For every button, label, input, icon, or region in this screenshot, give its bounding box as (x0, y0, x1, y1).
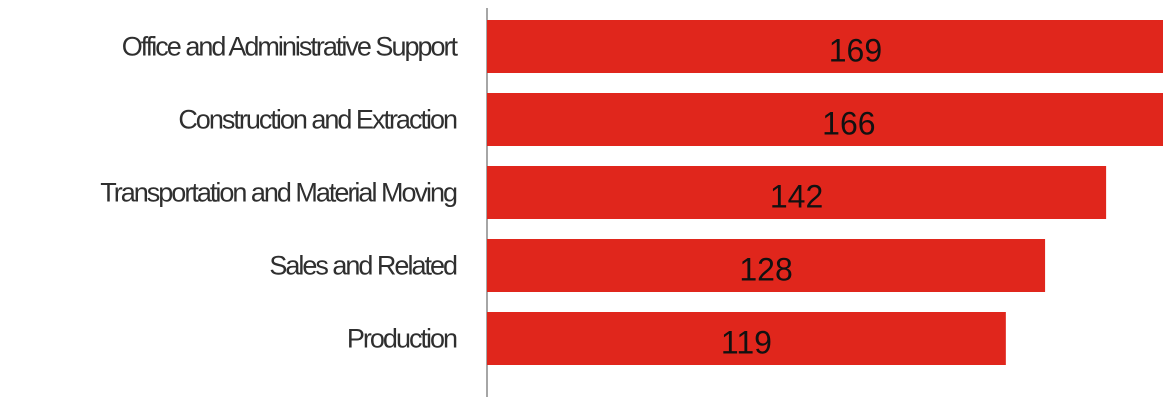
bar (487, 239, 1046, 292)
bar (487, 93, 1163, 146)
data-label: 166 (822, 106, 875, 142)
data-label: 119 (721, 325, 772, 361)
data-labels-group: 169 166 142 128 119 (721, 33, 882, 361)
category-labels-group: Office and Administrative Support Constru… (100, 32, 460, 354)
category-label: Office and Administrative Support (122, 32, 459, 62)
bars-group (487, 20, 1163, 365)
bar (487, 20, 1163, 73)
data-label: 142 (770, 179, 823, 215)
category-label: Transportation and Material Moving (100, 178, 457, 208)
data-label: 169 (829, 33, 882, 69)
bar (487, 166, 1107, 219)
category-label: Sales and Related (269, 251, 457, 281)
category-label: Construction and Extraction (178, 105, 457, 135)
data-label: 128 (739, 252, 792, 288)
category-label: Production (347, 324, 457, 354)
bar (487, 312, 1006, 365)
